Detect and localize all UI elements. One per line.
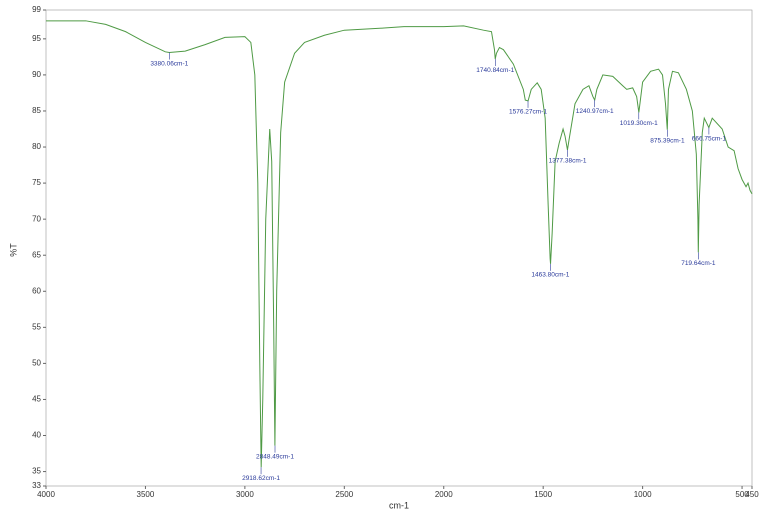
y-tick-label: 50 (32, 359, 41, 368)
x-tick-label: 1500 (534, 490, 552, 499)
y-tick-label: 65 (32, 250, 41, 259)
peak-label: 1576.27cm-1 (509, 109, 547, 116)
peak-label: 1740.84cm-1 (476, 67, 514, 74)
y-tick-label: 75 (32, 178, 41, 187)
y-tick-label: 40 (32, 431, 41, 440)
y-tick-label: 55 (32, 322, 41, 331)
y-tick-label: 35 (32, 467, 41, 476)
peak-label: 2918.62cm-1 (242, 475, 280, 482)
x-tick-label: 4000 (37, 490, 55, 499)
y-tick-label: 60 (32, 286, 41, 295)
spectrum-line (46, 20, 753, 468)
x-tick-label: 450 (745, 490, 759, 499)
y-tick-label: 45 (32, 395, 41, 404)
plot-frame (45, 9, 753, 487)
peak-label: 1377.38cm-1 (549, 158, 587, 165)
y-axis-title: %T (8, 243, 18, 257)
y-tick-label: 95 (32, 34, 41, 43)
y-tick-label: 85 (32, 106, 41, 115)
x-tick-label: 1000 (634, 490, 652, 499)
y-tick-label: 99 (32, 5, 41, 14)
y-tick-label: 80 (32, 142, 41, 151)
peak-label: 1463.80cm-1 (531, 272, 569, 279)
peak-label: 3380.06cm-1 (150, 60, 188, 67)
peak-label: 875.39cm-1 (650, 137, 685, 144)
x-tick-label: 2000 (435, 490, 453, 499)
y-tick-label: 33 (32, 481, 41, 490)
peak-label: 719.64cm-1 (681, 260, 716, 267)
x-tick-label: 2500 (335, 490, 353, 499)
x-axis-title: cm-1 (389, 500, 409, 510)
y-tick-label: 70 (32, 214, 41, 223)
y-tick-label: 90 (32, 70, 41, 79)
peak-label: 666.75cm-1 (692, 135, 727, 142)
x-tick-label: 3500 (137, 490, 155, 499)
x-tick-label: 3000 (236, 490, 254, 499)
peak-label: 1240.97cm-1 (576, 108, 614, 115)
x-tick-label: 500 (735, 490, 749, 499)
peak-label: 1019.30cm-1 (620, 120, 658, 127)
peak-label: 2848.49cm-1 (256, 453, 294, 460)
